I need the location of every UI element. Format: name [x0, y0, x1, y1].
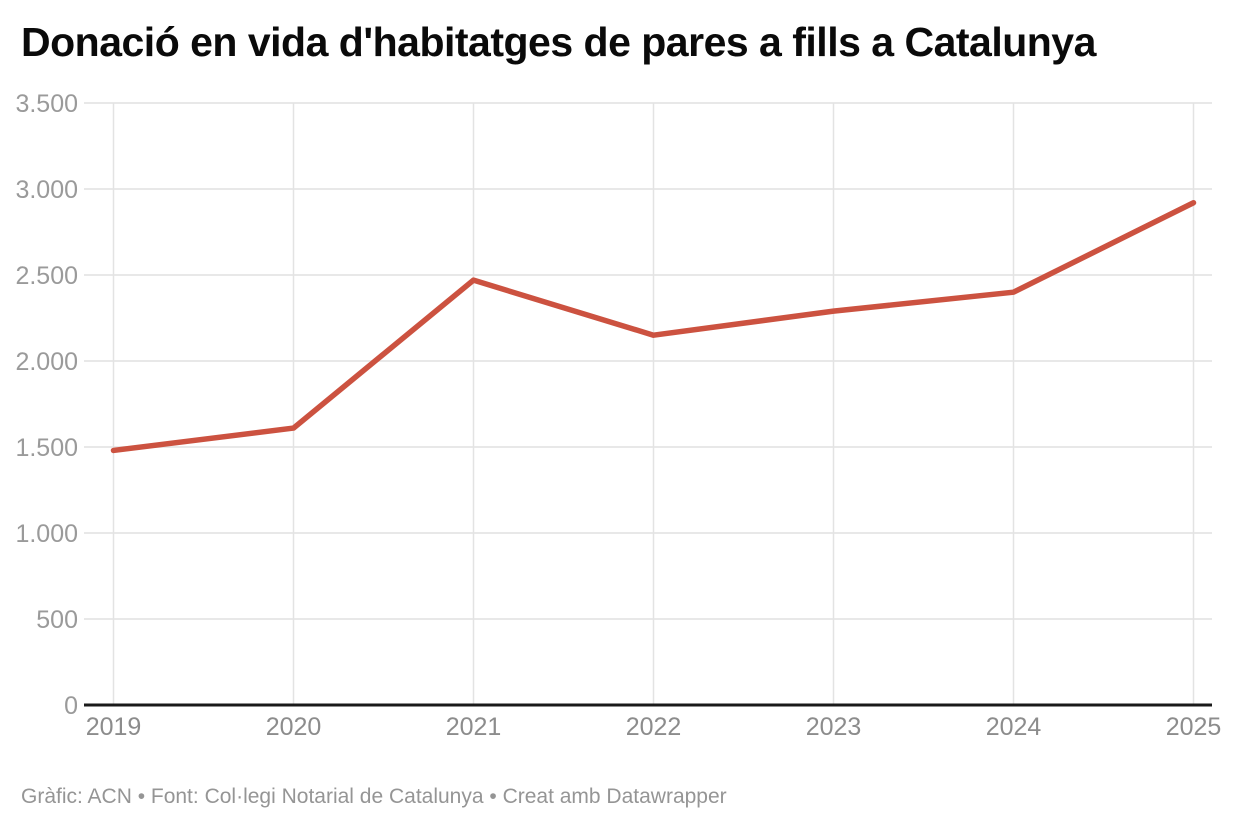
- chart-footer: Gràfic: ACN • Font: Col·legi Notarial de…: [21, 785, 727, 808]
- x-tick-label: 2025: [1166, 713, 1222, 741]
- y-tick-label: 3.000: [15, 176, 78, 204]
- data-line-series: [110, 200, 1197, 454]
- y-tick-label: 1.500: [15, 434, 78, 462]
- x-tick-label: 2021: [446, 713, 502, 741]
- y-tick-label: 2.500: [15, 262, 78, 290]
- y-tick-label: 0: [64, 692, 78, 720]
- x-tick-label: 2024: [986, 713, 1042, 741]
- x-tick-label: 2019: [86, 713, 142, 741]
- chart-title: Donació en vida d'habitatges de pares a …: [21, 19, 1096, 65]
- y-tick-label: 2.000: [15, 348, 78, 376]
- x-tick-label: 2022: [626, 713, 682, 741]
- y-tick-label: 500: [36, 606, 78, 634]
- y-tick-label: 3.500: [15, 90, 78, 118]
- y-tick-label: 1.000: [15, 520, 78, 548]
- x-tick-label: 2023: [806, 713, 862, 741]
- x-tick-label: 2020: [266, 713, 322, 741]
